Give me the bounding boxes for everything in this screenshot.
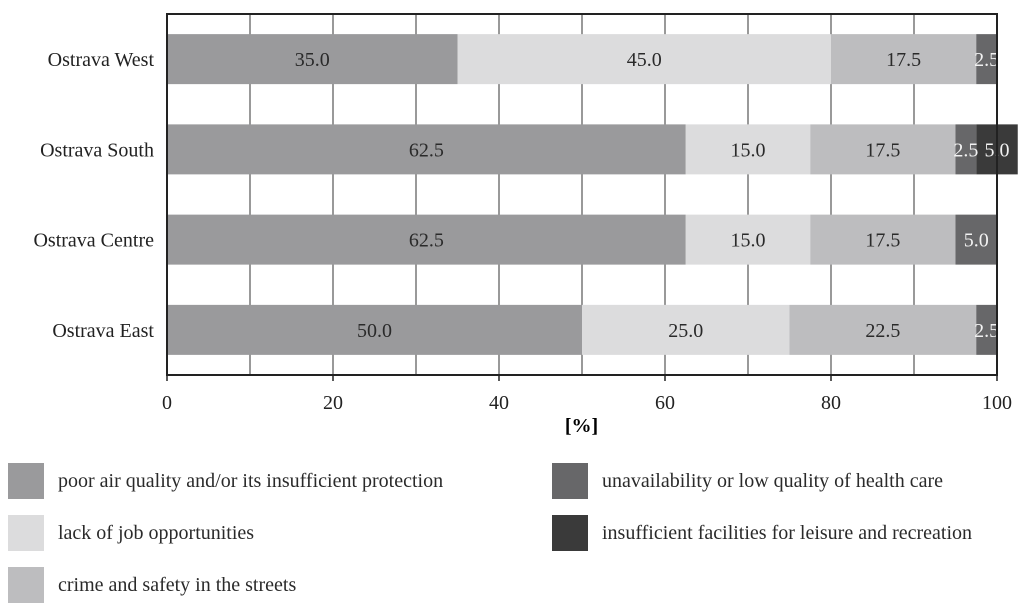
category-label: Ostrava Centre <box>33 230 154 252</box>
bar-segment <box>955 124 977 175</box>
bar-value-label: 15.0 <box>731 139 766 161</box>
bar-segment <box>789 304 977 355</box>
x-tick-label: 80 <box>821 392 841 414</box>
bar-value-label: 5.0 <box>964 230 989 252</box>
bar-segment <box>810 124 956 175</box>
x-axis-ticks: 0 20 40 60 80 100 <box>162 375 1012 414</box>
bar-segment <box>685 124 811 175</box>
bar-segment <box>167 304 582 355</box>
bar-segment <box>810 214 956 265</box>
bar-segment <box>955 214 997 265</box>
bar-segment <box>685 214 811 265</box>
x-tick-label: 0 <box>162 392 172 414</box>
category-label: Ostrava East <box>52 320 154 342</box>
bar-value-label: 2.5 <box>953 139 978 161</box>
x-tick-label: 100 <box>982 392 1012 414</box>
bar-value-label: 62.5 <box>409 139 444 161</box>
bar-segment <box>976 34 997 85</box>
bar-segment <box>167 214 686 265</box>
x-tick-label: 20 <box>323 392 343 414</box>
bar-value-label: 45.0 <box>627 49 662 71</box>
bar-value-labels: 35.0 45.0 17.5 2.5 62.5 15.0 17.5 2.5 5.0 62.5 15.… <box>295 49 1010 342</box>
bar-value-label: 62.5 <box>409 230 444 252</box>
bar-value-label: 17.5 <box>865 230 900 252</box>
plot-frame <box>166 13 998 376</box>
bar-value-label: 35.0 <box>295 49 330 71</box>
y-axis-category-labels: Ostrava West Ostrava South Ostrava Centre O… <box>33 49 154 342</box>
bar-value-label: 15.0 <box>731 230 766 252</box>
bar-segment <box>457 34 831 85</box>
bar-segment <box>831 34 977 85</box>
bar-segment <box>976 304 997 355</box>
bar-segment <box>167 124 686 175</box>
x-tick-label: 40 <box>489 392 509 414</box>
bar-value-label: 2.5 <box>974 49 999 71</box>
x-tick-label: 60 <box>655 392 675 414</box>
bar-value-label: 25.0 <box>668 320 703 342</box>
category-label: Ostrava South <box>40 139 154 161</box>
bar-segment <box>582 304 790 355</box>
x-axis-title: [%] <box>565 415 598 437</box>
bar-value-label: 50.0 <box>357 320 392 342</box>
bar-segment <box>167 34 458 85</box>
bars <box>167 34 1018 355</box>
bar-value-label: 17.5 <box>865 139 900 161</box>
bar-value-label: 17.5 <box>886 49 921 71</box>
category-label: Ostrava West <box>48 49 155 71</box>
bar-value-label: 22.5 <box>865 320 900 342</box>
bar-value-label: 2.5 <box>974 320 999 342</box>
